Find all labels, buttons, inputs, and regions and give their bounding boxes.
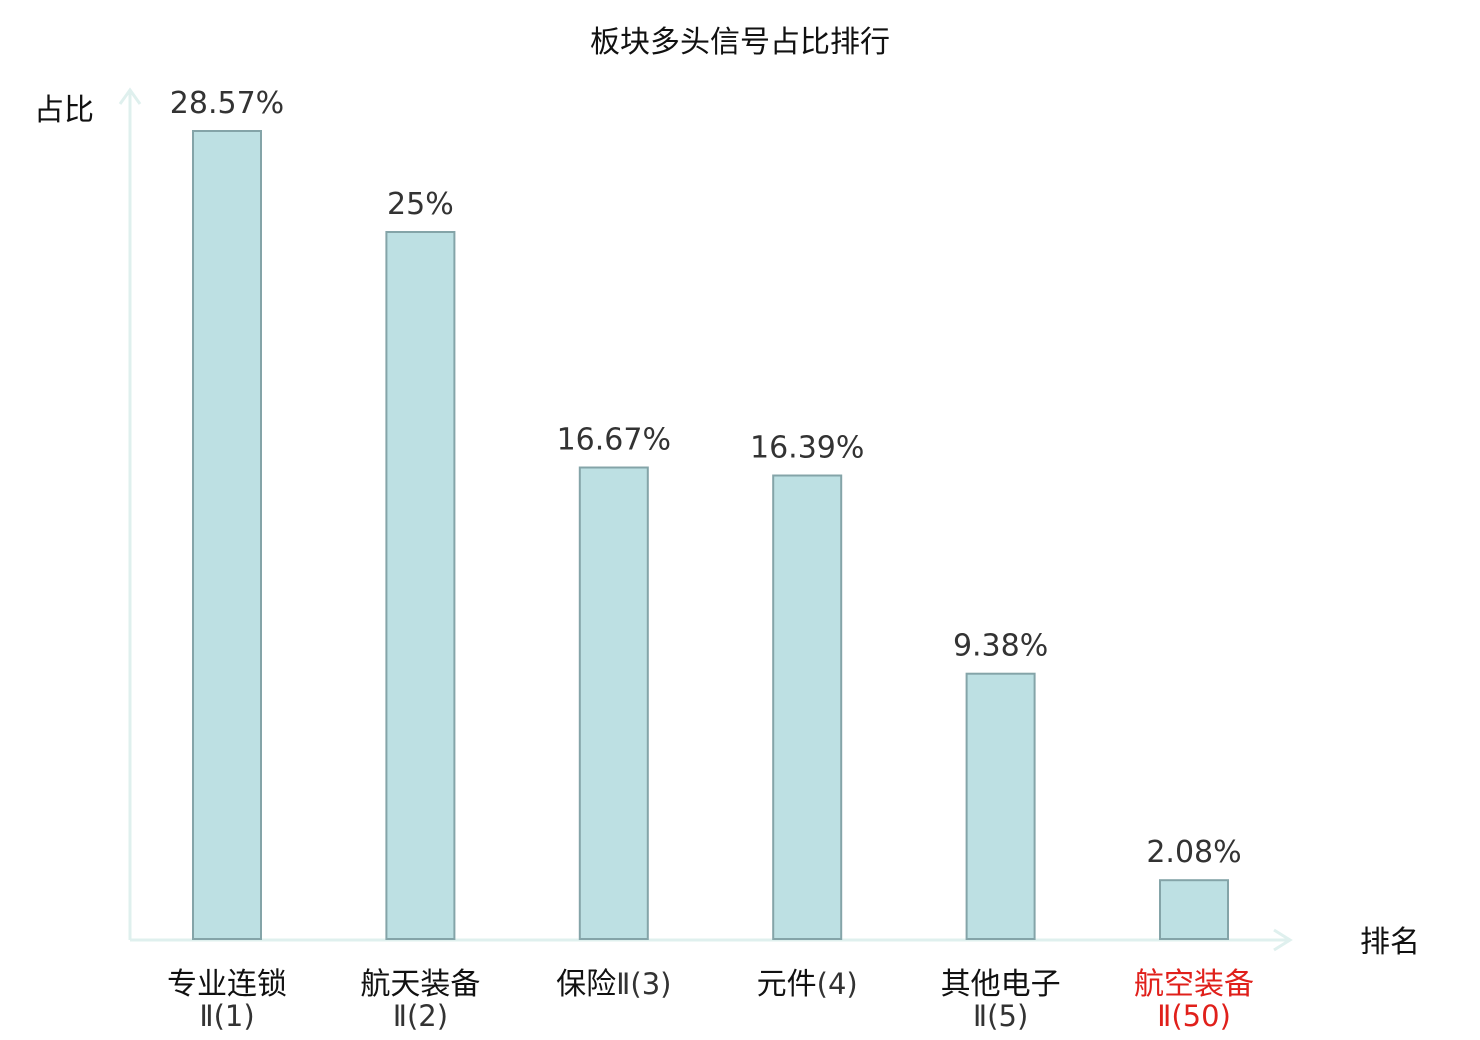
value-label-2: 25%: [387, 187, 454, 222]
category-main-3: 保险: [556, 967, 616, 1002]
value-label-4: 16.39%: [750, 431, 864, 466]
category-sub-1: Ⅱ(1): [199, 999, 254, 1033]
chart-title: 板块多头信号占比排行: [590, 25, 890, 60]
category-main-4: 元件: [757, 967, 817, 1002]
y-axis-label: 占比: [34, 93, 94, 128]
x-axis-label: 排名: [1360, 925, 1420, 960]
category-label-3: 保险Ⅱ(3): [556, 967, 671, 1002]
bar-1: [192, 130, 262, 940]
x-axis-arrow-icon: [1273, 928, 1293, 952]
bar-6: [1159, 879, 1229, 941]
category-main-2: 航天装备: [360, 967, 480, 1002]
value-labels-group: 28.57% 25% 16.67% 16.39% 9.38% 2.08%: [170, 86, 1242, 870]
category-label-4: 元件(4): [757, 967, 858, 1002]
category-main-1: 专业连锁: [167, 967, 287, 1002]
value-label-3: 16.67%: [557, 423, 671, 458]
category-sub-5: Ⅱ(5): [973, 999, 1028, 1033]
category-main-5: 其他电子: [941, 967, 1061, 1002]
value-label-6: 2.08%: [1146, 835, 1241, 870]
category-main-6: 航空装备: [1134, 967, 1254, 1002]
y-axis-arrow-icon: [118, 87, 142, 105]
bar-2: [385, 231, 456, 940]
value-label-1: 28.57%: [170, 86, 284, 121]
category-sub-4: (4): [817, 967, 858, 1001]
value-label-5: 9.38%: [953, 629, 1048, 664]
bar-4: [772, 474, 843, 940]
bar-5: [965, 672, 1036, 940]
category-sub-3: Ⅱ(3): [616, 967, 671, 1001]
bars-group: [192, 130, 1229, 941]
bar-3: [578, 466, 649, 940]
category-sub-6: Ⅱ(50): [1157, 999, 1231, 1033]
category-sub-2: Ⅱ(2): [393, 999, 448, 1033]
